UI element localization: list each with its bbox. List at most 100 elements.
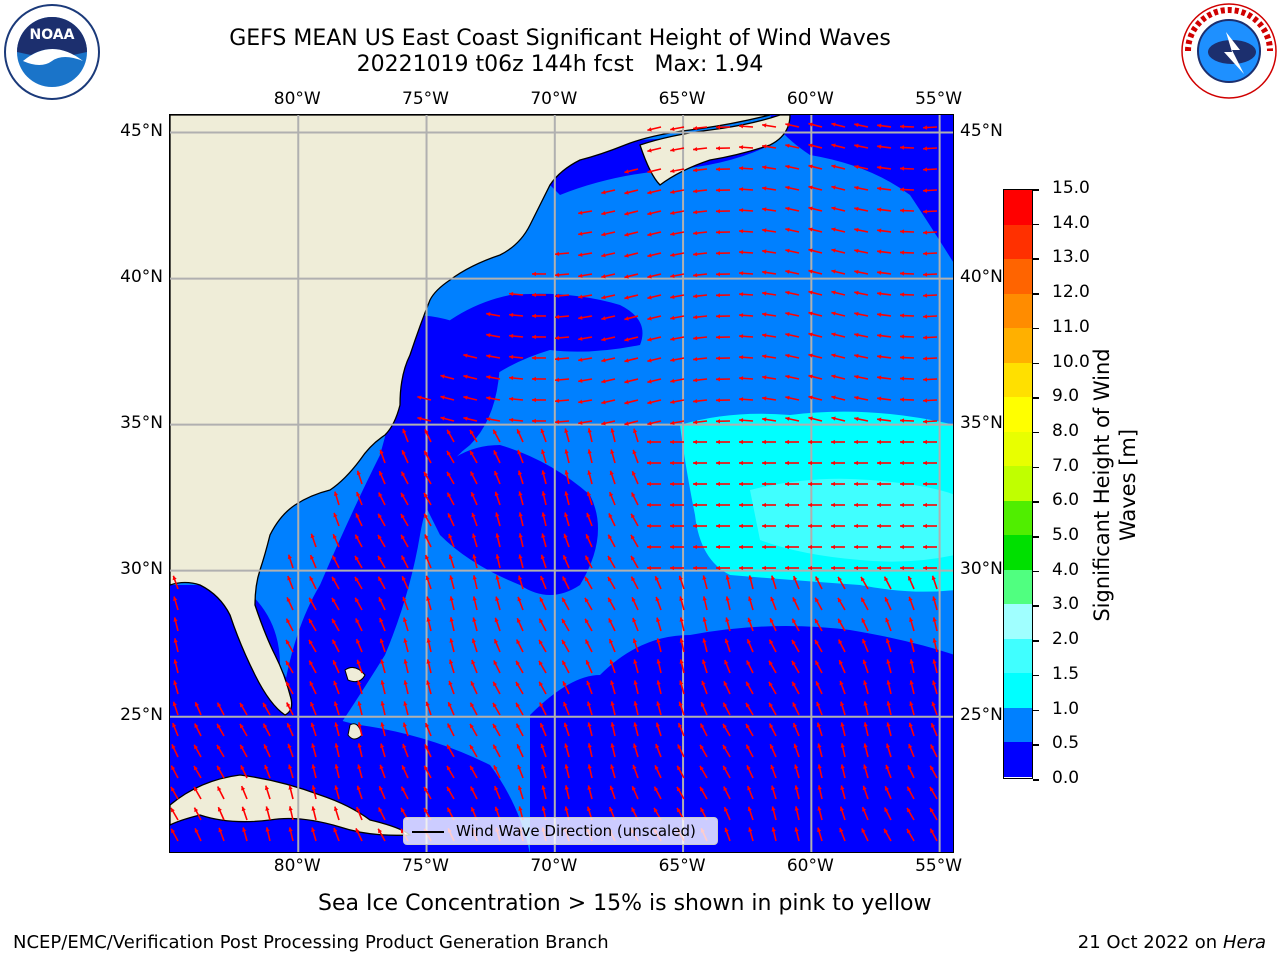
- wave-arrow-head: [840, 764, 845, 769]
- wave-arrow-head: [854, 164, 859, 170]
- wave-arrow-head: [218, 827, 223, 833]
- wave-arrow-head: [264, 764, 269, 770]
- wave-arrow-head: [817, 785, 822, 790]
- wave-arrow-head: [693, 315, 698, 320]
- wave-arrow-head: [693, 357, 698, 362]
- wave-arrow-head: [517, 764, 522, 770]
- colorbar-tick-label: 5.0: [1052, 525, 1080, 546]
- wave-arrow-head: [884, 576, 889, 582]
- wave-arrow-head: [877, 544, 881, 550]
- wave-arrow-head: [670, 336, 675, 342]
- wave-arrow-head: [739, 313, 744, 318]
- wave-arrow-head: [288, 806, 293, 811]
- wave-arrow-head: [808, 416, 813, 421]
- wave-arrow-head: [472, 617, 477, 622]
- wave-arrow-head: [762, 523, 766, 529]
- wave-arrow-head: [563, 722, 568, 728]
- wave-arrow-head: [923, 272, 928, 277]
- wave-arrow-head: [586, 512, 591, 518]
- wave-arrow-head: [288, 764, 293, 769]
- wave-arrow-head: [831, 439, 835, 445]
- wave-arrow-head: [587, 470, 592, 475]
- wave-arrow-head: [585, 660, 590, 665]
- wave-arrow-head: [509, 333, 514, 339]
- wave-arrow-head: [632, 449, 637, 455]
- wave-arrow-head: [815, 597, 819, 603]
- wave-arrow-head: [426, 596, 431, 601]
- wave-arrow-head: [587, 722, 592, 727]
- wave-arrow-head: [670, 439, 674, 445]
- wave-arrow-head: [793, 743, 798, 749]
- wave-arrow-head: [541, 491, 546, 496]
- wave-arrow-head: [515, 681, 520, 687]
- wave-arrow-head: [493, 744, 498, 750]
- colorbar-segment: [1004, 259, 1032, 294]
- wave-arrow-head: [332, 618, 336, 624]
- wave-arrow-head: [265, 806, 270, 811]
- wave-arrow-head: [656, 701, 661, 706]
- wave-arrow-head: [654, 576, 659, 581]
- colorbar-tick-label: 15.0: [1052, 178, 1090, 198]
- wave-arrow-head: [900, 334, 905, 339]
- wave-arrow-head: [448, 554, 453, 560]
- wave-arrow-head: [631, 597, 636, 602]
- wave-arrow-head: [194, 828, 199, 833]
- wave-arrow-head: [808, 502, 812, 508]
- wave-arrow-head: [854, 439, 858, 445]
- wave-arrow-head: [900, 250, 905, 255]
- wave-arrow-head: [578, 294, 583, 299]
- wave-arrow-head: [608, 555, 612, 561]
- wave-arrow-head: [377, 534, 382, 540]
- wave-arrow-head: [356, 785, 361, 791]
- wave-arrow-head: [785, 122, 790, 127]
- wave-arrow-head: [173, 680, 178, 685]
- wave-arrow-head: [908, 576, 913, 581]
- colorbar-tick-label: 11.0: [1052, 316, 1090, 337]
- wave-arrow-head: [355, 828, 360, 833]
- colorbar-tick-label: 2.0: [1052, 629, 1080, 650]
- wave-arrow-head: [449, 659, 454, 665]
- wave-arrow-head: [794, 806, 799, 811]
- wave-arrow-head: [601, 253, 606, 258]
- wave-arrow-head: [426, 638, 431, 643]
- wave-arrow-head: [716, 293, 721, 298]
- wave-arrow-head: [747, 785, 752, 791]
- wave-arrow-head: [785, 502, 789, 508]
- wave-arrow-head: [586, 491, 592, 497]
- wave-arrow-head: [739, 376, 744, 381]
- wave-arrow-head: [678, 723, 683, 728]
- wave-arrow-head: [578, 273, 583, 278]
- wave-arrow-head: [877, 354, 882, 359]
- wave-arrow-head: [647, 316, 652, 321]
- wave-arrow-head: [808, 481, 812, 487]
- wave-arrow-head: [815, 660, 820, 666]
- wave-arrow-head: [539, 597, 544, 602]
- wave-arrow-head: [403, 638, 408, 643]
- wave-arrow-head: [609, 639, 614, 644]
- wave-arrow-head: [739, 334, 744, 339]
- colorbar-tick-label: 8.0: [1052, 420, 1080, 441]
- colorbar-tick-label: 6.0: [1052, 490, 1080, 511]
- wave-arrow-head: [840, 785, 845, 790]
- wave-arrow-head: [601, 421, 606, 426]
- wave-arrow-head: [679, 659, 684, 664]
- wave-arrow-head: [679, 596, 684, 601]
- wave-arrow-head: [334, 764, 339, 769]
- wave-arrow-head: [539, 639, 543, 645]
- wave-arrow-head: [808, 439, 812, 445]
- wave-arrow-head: [194, 786, 198, 792]
- wave-arrow-head: [654, 786, 659, 792]
- wave-arrow-head: [263, 702, 267, 708]
- wave-arrow-head: [886, 722, 891, 727]
- wave-arrow-head: [601, 337, 606, 342]
- wave-arrow-head: [854, 460, 858, 466]
- wave-arrow-head: [816, 722, 821, 728]
- wave-arrow-head: [470, 702, 475, 708]
- wave-arrow-head: [379, 638, 384, 644]
- wave-arrow-head: [877, 228, 882, 233]
- wave-arrow-head: [378, 513, 383, 519]
- wave-arrow-head: [334, 722, 339, 727]
- wave-arrow-head: [332, 555, 337, 561]
- wave-arrow-head: [900, 292, 905, 297]
- wave-arrow-head: [555, 293, 560, 299]
